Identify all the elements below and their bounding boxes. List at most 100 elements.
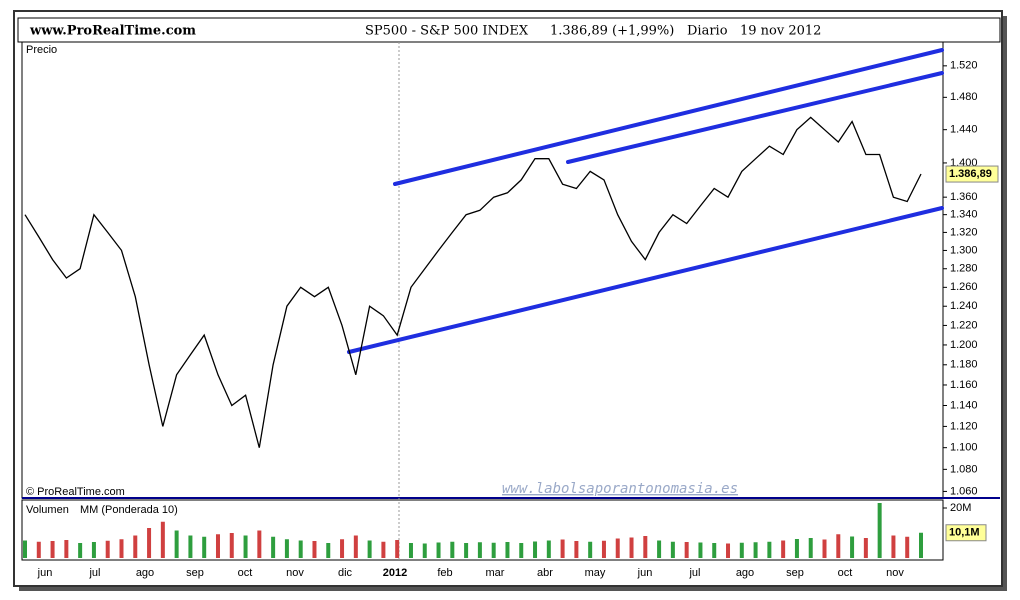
volume-bar (464, 543, 469, 558)
volume-bar (519, 543, 524, 558)
volume-bar (36, 541, 41, 558)
price-line (24, 116, 922, 448)
y-tick-label: 1.160 (950, 379, 978, 391)
volume-bar (312, 541, 317, 558)
x-tick-label: ago (736, 567, 754, 579)
volume-bar (105, 540, 110, 558)
last-volume-label: 10,1M (949, 527, 980, 539)
x-tick-label: ago (136, 567, 154, 579)
volume-bar (243, 535, 248, 558)
volume-bar (850, 536, 855, 558)
y-tick-label: 1.260 (950, 281, 978, 293)
x-tick-label: dic (338, 567, 353, 579)
volume-bar (188, 535, 193, 558)
volume-bar (477, 542, 482, 558)
volume-bar (684, 542, 689, 558)
header-last: 1.386,89 (+1,99%) (550, 24, 674, 39)
last-price-tag (945, 165, 999, 183)
volume-bar (450, 541, 455, 558)
x-tick-label: 2012 (383, 567, 407, 579)
y-tick-label: 1.240 (950, 300, 978, 312)
trend-line (566, 71, 944, 164)
volume-bar (64, 540, 69, 558)
x-tick-label: may (585, 567, 606, 579)
volume-bar (601, 540, 606, 558)
volume-bar (257, 530, 262, 558)
volume-bar (50, 541, 55, 558)
volume-bar (891, 535, 896, 558)
volume-bar (670, 541, 675, 558)
volume-bar (147, 528, 152, 558)
trend-line (347, 206, 944, 354)
volume-bar (381, 541, 386, 558)
y-tick-label: 1.220 (950, 319, 978, 331)
x-tick-label: oct (238, 567, 253, 579)
volume-bar (422, 543, 427, 558)
volume-bar (615, 538, 620, 558)
x-tick-label: feb (437, 567, 452, 579)
volume-bar (119, 539, 124, 558)
volume-bar (215, 534, 220, 558)
volume-bar (919, 532, 923, 558)
header-site: www.ProRealTime.com (29, 24, 196, 39)
volume-bar (367, 540, 372, 558)
volume-bar (174, 530, 179, 558)
watermark: www.labolsaporantonomasia.es (502, 481, 738, 497)
volume-bar (781, 540, 786, 558)
last-price-label: 1.386,89 (949, 168, 992, 180)
last-volume-tag (945, 524, 987, 542)
volume-bar (533, 541, 538, 558)
header-period: Diario (687, 24, 728, 39)
x-tick-label: mar (486, 567, 505, 579)
volume-bar (505, 542, 510, 558)
x-tick-label: sep (186, 567, 204, 579)
volume-label: Volumen (26, 504, 69, 516)
volume-bar (23, 540, 27, 558)
y-tick-label: 1.440 (950, 124, 978, 136)
volume-bar (822, 539, 827, 558)
volume-ma-label: MM (Ponderada 10) (80, 504, 178, 516)
volume-bar (739, 542, 744, 558)
volume-bar (340, 539, 345, 558)
price-panel (21, 41, 944, 499)
volume-bar (657, 540, 662, 558)
x-tick-label: oct (838, 567, 853, 579)
volume-bar (408, 543, 413, 558)
volume-bar (877, 503, 882, 558)
y-tick-label: 1.480 (950, 91, 978, 103)
header-date: 19 nov 2012 (740, 24, 821, 39)
volume-bar (643, 536, 648, 558)
y-tick-label: 1.320 (950, 226, 978, 238)
y-tick-label: 1.360 (950, 191, 978, 203)
volume-bar (712, 543, 717, 558)
y-tick-label: 20M (950, 502, 971, 514)
volume-bar (726, 543, 731, 558)
price-label: Precio (26, 44, 57, 56)
y-tick-label: 1.180 (950, 359, 978, 371)
volume-bar (133, 535, 138, 558)
volume-bar (298, 540, 303, 558)
y-tick-label: 1.280 (950, 263, 978, 275)
volume-bar (836, 534, 841, 558)
trend-line (393, 48, 944, 186)
y-tick-label: 1.080 (950, 463, 978, 475)
y-tick-label: 1.200 (950, 339, 978, 351)
x-tick-label: jun (637, 567, 653, 579)
volume-bar (863, 538, 868, 558)
volume-bar (588, 541, 593, 558)
y-tick-label: 1.060 (950, 485, 978, 497)
volume-bar (229, 533, 234, 558)
volume-bar (284, 539, 289, 558)
x-tick-label: abr (537, 567, 553, 579)
y-tick-label: 1.140 (950, 399, 978, 411)
volume-bar (767, 541, 772, 558)
plot: 1.060 1.080 1.100 1.120 1.140 1.160 1.180 1.200… (23, 60, 999, 579)
volume-bar (91, 542, 96, 558)
volume-bar (491, 542, 496, 558)
volume-bar (905, 536, 910, 558)
volume-bar (808, 538, 813, 558)
x-tick-label: jun (37, 567, 53, 579)
volume-bar (698, 542, 703, 558)
volume-bar (436, 542, 441, 558)
